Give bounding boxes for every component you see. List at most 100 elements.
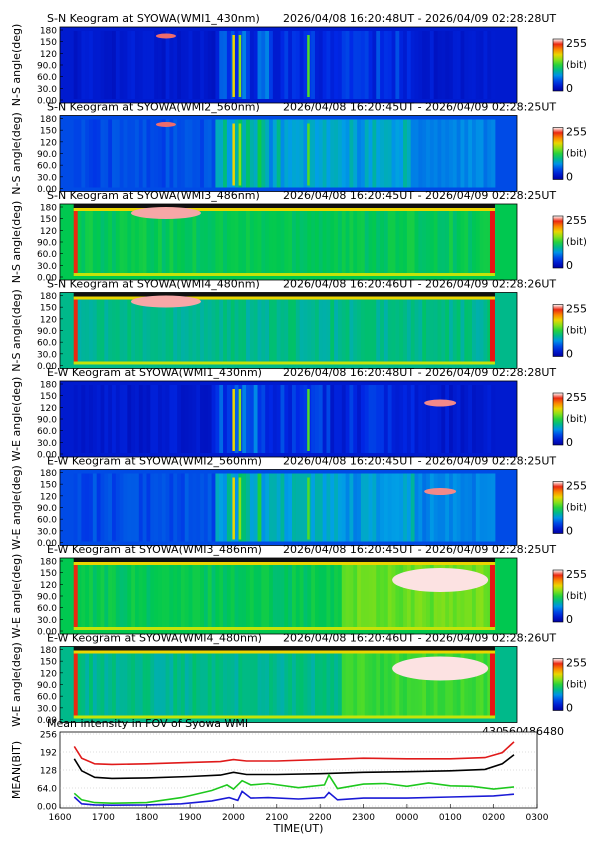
keogram-column [96,650,101,719]
keogram-column [127,562,132,630]
keogram-column [207,31,212,99]
keogram-column [115,208,121,276]
keogram-column [123,385,128,453]
keogram-column [349,473,354,542]
keogram-column [157,296,163,365]
keogram-column [261,385,266,453]
keogram-column [441,473,446,542]
series-line-560 [73,773,515,805]
keogram-column [437,562,442,630]
y-axis-label: W-E angle(deg) [10,642,23,727]
keogram-column [77,208,82,276]
keogram-column [330,385,335,453]
keogram-column [349,385,354,453]
keogram-column [142,31,147,99]
keogram-column [284,208,289,276]
keogram-column [123,31,128,99]
keogram-column [161,473,167,542]
colorbar [552,392,564,446]
keogram-column [165,473,170,542]
keogram-column [460,31,465,99]
keogram-time-range: 2026/04/08 16:20:45UT - 2026/04/09 02:28… [283,455,556,468]
keogram-column [89,650,94,719]
keogram-title: S-N Keogram at SYOWA(WMI4_480nm) [47,278,260,291]
keogram-column [288,562,293,630]
keogram-column [410,208,415,276]
keogram-column [177,650,182,719]
keogram-column [472,119,477,188]
keogram-column [173,385,178,453]
keogram-column [337,119,343,188]
keogram-column [188,650,193,719]
keogram-column [334,119,339,188]
keogram-column [449,385,454,453]
keogram-column [391,473,396,542]
x-tick-label: 2300 [352,813,375,823]
keogram-column [433,473,438,542]
keogram-column [426,562,431,630]
y-tick-label: 120 [40,50,57,60]
keogram-column [184,119,189,188]
keogram-column [364,562,369,630]
keogram-column [104,650,109,719]
keogram-column [196,208,201,276]
keogram-column [311,296,316,365]
keogram-column [272,473,278,542]
keogram-column [337,31,343,99]
keogram-column [399,650,404,719]
keogram-column [280,31,285,99]
keogram-column [364,208,369,276]
x-tick-label: 1700 [92,813,115,823]
keogram-column [73,473,78,542]
line-y-tick-label: 192 [40,749,57,759]
keogram-column [341,562,347,630]
keogram-column [249,119,255,188]
keogram-column [272,650,278,719]
keogram-column [410,119,415,188]
keogram-column [104,119,109,188]
aurora-streak [307,123,310,186]
keogram-column [123,650,128,719]
keogram-column [433,208,438,276]
keogram-column [391,31,396,99]
keogram-column [483,296,488,365]
keogram-column [410,562,415,630]
keogram-column [318,208,324,276]
keogram-column [380,296,385,365]
keogram-limb-right [489,650,495,719]
keogram-column [177,296,182,365]
keogram-column [276,208,281,276]
keogram-column [207,119,212,188]
keogram-column [422,385,427,453]
keogram-column [433,31,438,99]
keogram-column [269,119,274,188]
keogram-column [154,119,159,188]
keogram-column [403,31,408,99]
keogram-column [314,119,320,188]
keogram-column [242,119,247,188]
colorbar [552,658,564,711]
keogram-column [322,296,327,365]
keogram-column [391,208,396,276]
keogram-panel: S-N Keogram at SYOWA(WMI1_430nm) 2026/04/… [10,12,587,107]
keogram-column [422,296,427,365]
keogram-column [429,562,435,630]
keogram-column [284,385,289,453]
keogram-column [154,208,159,276]
keogram-column [341,208,347,276]
keogram-column [246,208,251,276]
keogram-column [445,119,450,188]
keogram-column [253,650,258,719]
keogram-column [142,473,147,542]
keogram-column [364,31,369,99]
keogram-column [414,208,419,276]
keogram-column [169,31,174,99]
keogram-column [85,31,90,99]
keogram-column [311,473,316,542]
keogram-column [196,385,201,453]
keogram-column [441,385,446,453]
keogram-column [81,562,86,630]
y-tick-label: 120 [40,138,57,148]
keogram-column [242,562,247,630]
